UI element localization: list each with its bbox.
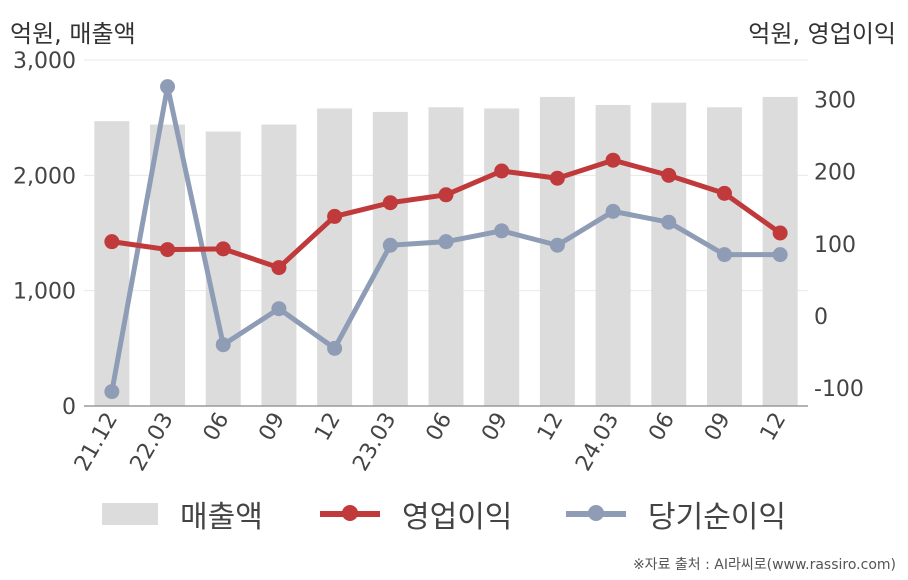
right-axis-tick-label: 200: [814, 161, 856, 186]
combo-chart: 0 1,000 2,000 3,000 -100 0 100 200 300 21.12 22.03…: [13, 49, 864, 476]
point-operating-profit: [104, 234, 120, 250]
bar-sales: [205, 131, 241, 407]
legend-swatch-operating-profit: [320, 505, 380, 521]
x-axis-tick-label: 24.03: [571, 409, 624, 476]
bar-sales: [94, 121, 130, 407]
x-axis-tick-label: 06: [644, 409, 680, 446]
point-net-income: [716, 247, 732, 263]
point-operating-profit: [215, 241, 231, 257]
point-net-income: [605, 203, 621, 219]
left-axis-tick-label: 0: [62, 395, 76, 420]
point-net-income: [104, 384, 120, 400]
legend-label-sales: 매출액: [180, 500, 263, 535]
point-net-income: [271, 301, 287, 317]
point-net-income: [494, 223, 510, 239]
x-axis-tick-label: 12: [756, 409, 792, 446]
legend-swatch-sales: [102, 503, 158, 525]
point-operating-profit: [438, 187, 454, 203]
legend-item-operating-profit: 영업이익: [320, 492, 512, 536]
legend-swatch-net-income: [566, 505, 626, 521]
right-axis-tick-label: 100: [814, 233, 856, 258]
x-axis-tick-label: 23.03: [348, 409, 401, 476]
left-axis-tick-label: 1,000: [13, 280, 76, 305]
right-axis-unit-label: 억원, 영업이익: [748, 20, 896, 48]
right-axis-tick-label: 0: [814, 305, 828, 330]
point-net-income: [160, 79, 176, 95]
point-operating-profit: [549, 170, 565, 186]
x-axis-tick-label: 06: [199, 409, 235, 446]
bar-sales: [372, 111, 408, 407]
point-net-income: [215, 337, 231, 353]
x-axis-tick-label: 12: [533, 409, 569, 446]
bar-sales: [484, 108, 520, 406]
point-operating-profit: [271, 260, 287, 276]
left-axis-unit-label: 억원, 매출액: [10, 20, 136, 48]
point-operating-profit: [160, 242, 176, 258]
point-operating-profit: [382, 195, 398, 211]
point-operating-profit: [661, 167, 677, 183]
point-net-income: [661, 214, 677, 230]
left-axis-tick-label: 2,000: [13, 164, 76, 189]
point-net-income: [382, 237, 398, 253]
x-axis-tick-label: 21.12: [70, 409, 123, 476]
right-axis-tick-label: -100: [814, 377, 864, 402]
x-axis-tick-label: 09: [477, 409, 513, 446]
x-axis-tick-label: 22.03: [126, 409, 179, 476]
x-axis-tick-label: 09: [700, 409, 736, 446]
bar-sales: [651, 102, 687, 406]
bar-sales: [317, 108, 353, 406]
legend-item-net-income: 당기순이익: [566, 492, 786, 536]
point-net-income: [772, 247, 788, 263]
point-operating-profit: [716, 185, 732, 201]
point-operating-profit: [605, 152, 621, 168]
bar-sales: [595, 104, 631, 406]
point-operating-profit: [772, 225, 788, 241]
x-axis-tick-label: 06: [422, 409, 458, 446]
x-axis-tick-label: 12: [310, 409, 346, 446]
point-net-income: [327, 340, 343, 356]
legend-label-net-income: 당기순이익: [648, 500, 786, 535]
source-note: ※자료 출처 : AI라씨로(www.rassiro.com): [632, 557, 896, 573]
bar-sales: [428, 107, 464, 406]
right-axis-tick-label: 300: [814, 89, 856, 114]
legend-item-sales: 매출액: [102, 492, 263, 536]
bar-sales: [150, 124, 186, 406]
point-operating-profit: [494, 163, 510, 179]
legend: 매출액 영업이익 당기순이익: [0, 492, 908, 536]
legend-label-operating-profit: 영업이익: [402, 500, 513, 535]
left-axis-tick-label: 3,000: [13, 49, 76, 74]
x-axis-tick-label: 09: [254, 409, 290, 446]
point-net-income: [549, 237, 565, 253]
point-operating-profit: [327, 208, 343, 224]
point-net-income: [438, 234, 454, 250]
